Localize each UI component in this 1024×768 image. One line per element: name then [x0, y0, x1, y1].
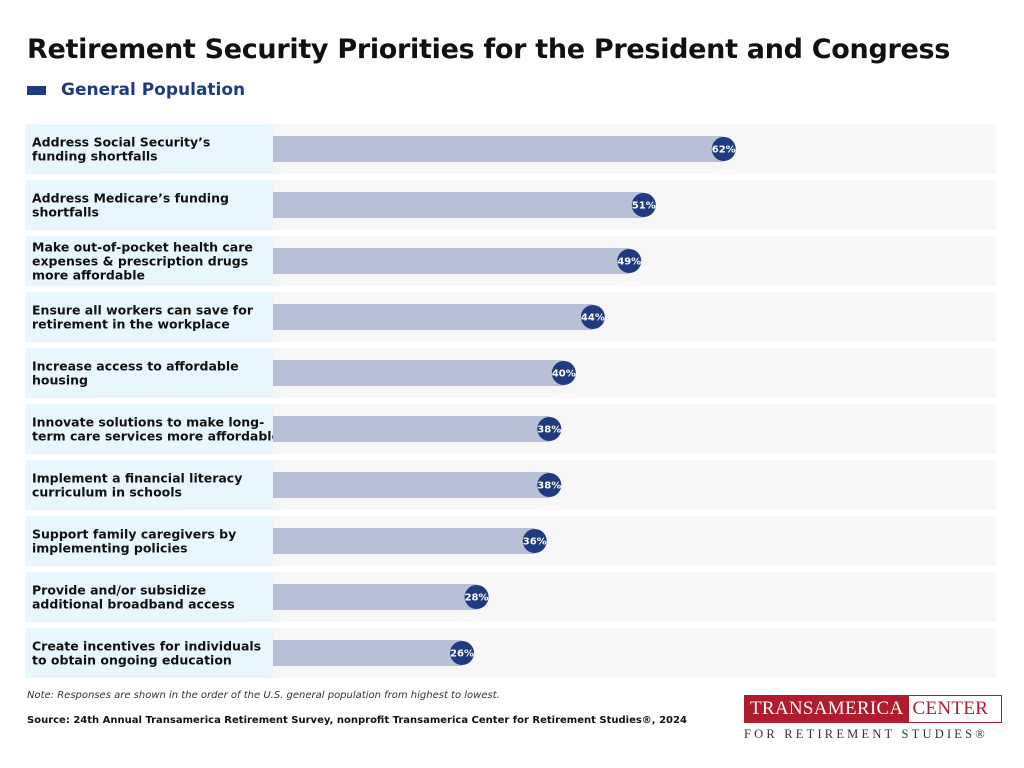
logo-subtitle: FOR RETIREMENT STUDIES® — [744, 727, 988, 741]
category-label: term care services more affordable — [32, 429, 280, 444]
category-label: Address Medicare’s funding — [32, 191, 229, 206]
value-dot — [464, 585, 489, 609]
bar — [273, 584, 477, 610]
data-label: 38% — [537, 425, 561, 436]
value-dot — [617, 249, 642, 273]
data-label: 49% — [617, 257, 641, 268]
data-label: 36% — [523, 537, 547, 548]
category-label-background — [25, 292, 273, 342]
transamerica-logo: TRANSAMERICA CENTER FOR RETIREMENT STUDI… — [744, 695, 1002, 743]
value-dot — [450, 641, 475, 665]
bar — [273, 640, 463, 666]
bar — [273, 416, 550, 442]
category-label: Increase access to affordable — [32, 359, 239, 374]
bar — [273, 360, 564, 386]
category-label: Address Social Security’s — [32, 135, 210, 150]
value-dot — [580, 305, 605, 329]
category-label-background — [25, 236, 273, 286]
category-label: expenses & prescription drugs — [32, 254, 248, 269]
value-dot — [631, 193, 656, 217]
bar — [273, 472, 550, 498]
chart-source: Source: 24th Annual Transamerica Retirem… — [27, 715, 687, 726]
bar — [273, 136, 724, 162]
bar — [273, 304, 593, 330]
data-label: 44% — [581, 313, 605, 324]
data-label: 40% — [552, 369, 576, 380]
data-label: 38% — [537, 481, 561, 492]
category-label-background — [25, 628, 273, 678]
data-label: 26% — [450, 649, 474, 660]
category-label: implementing policies — [32, 541, 188, 556]
category-label-background — [25, 180, 273, 230]
category-label: Implement a financial literacy — [32, 471, 242, 486]
category-label-background — [25, 348, 273, 398]
category-label-background — [25, 572, 273, 622]
category-label: Innovate solutions to make long- — [32, 415, 264, 430]
data-label: 62% — [712, 145, 736, 156]
logo-name: TRANSAMERICA — [744, 695, 909, 723]
legend-label: General Population — [61, 80, 246, 100]
category-label: to obtain ongoing education — [32, 653, 232, 668]
category-label-background — [25, 516, 273, 566]
category-label: additional broadband access — [32, 597, 235, 612]
value-dot — [711, 137, 736, 161]
chart-title: Retirement Security Priorities for the P… — [27, 34, 951, 65]
category-label: shortfalls — [32, 205, 99, 220]
bar — [273, 192, 644, 218]
legend: General Population — [27, 80, 245, 100]
category-label: more affordable — [32, 268, 145, 283]
value-dot — [537, 417, 562, 441]
chart-note: Note: Responses are shown in the order o… — [27, 690, 500, 701]
category-label: Provide and/or subsidize — [32, 583, 206, 598]
value-dot — [537, 473, 562, 497]
category-label: retirement in the workplace — [32, 317, 230, 332]
category-label: funding shortfalls — [32, 149, 158, 164]
data-label: 51% — [632, 201, 656, 212]
category-label: Support family caregivers by — [32, 527, 236, 542]
category-label: Create incentives for individuals — [32, 639, 261, 654]
data-label: 28% — [465, 593, 489, 604]
category-label: curriculum in schools — [32, 485, 182, 500]
category-label: housing — [32, 373, 88, 388]
category-label-background — [25, 460, 273, 510]
value-dot — [522, 529, 547, 553]
bar — [273, 248, 630, 274]
logo-center: CENTER — [908, 695, 1002, 723]
category-label: Ensure all workers can save for — [32, 303, 254, 318]
category-label: Make out-of-pocket health care — [32, 240, 253, 255]
legend-swatch — [27, 85, 46, 95]
value-dot — [551, 361, 576, 385]
category-label-background — [25, 404, 273, 454]
bar — [273, 528, 535, 554]
category-label-background — [25, 124, 273, 174]
